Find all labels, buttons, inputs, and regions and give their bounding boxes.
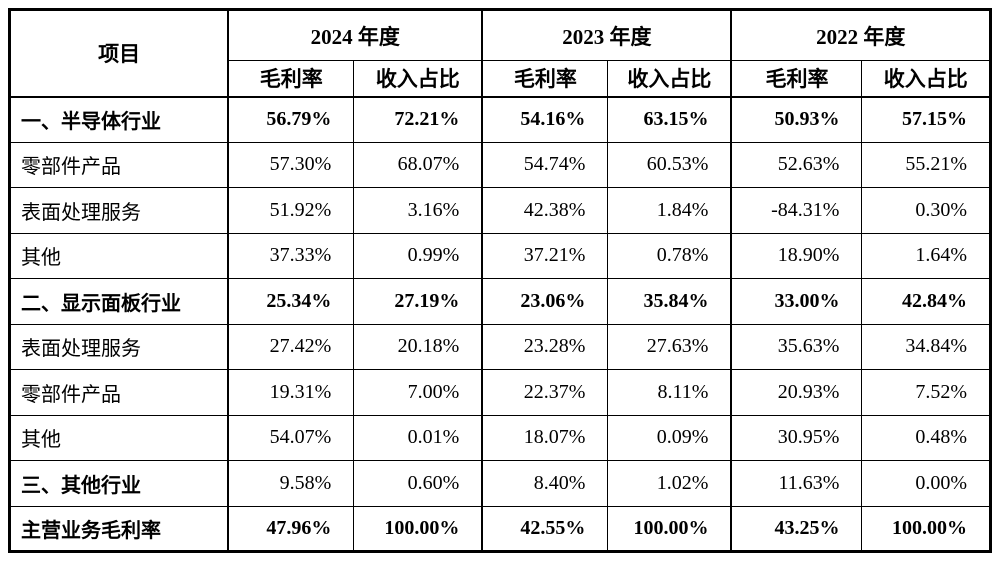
cell-value: 3.16% <box>353 187 483 234</box>
cell-value: 47.96% <box>227 505 355 552</box>
cell-value: 7.52% <box>861 369 991 416</box>
row-label: 零部件产品 <box>9 369 229 416</box>
header-share-2022: 收入占比 <box>861 60 991 97</box>
table-row-surface-treatment: 表面处理服务 27.42% 20.18% 23.28% 27.63% 35.63… <box>9 323 991 370</box>
cell-value: 8.40% <box>481 460 609 507</box>
header-year-row: 项目 2024 年度 2023 年度 2022 年度 <box>9 9 992 97</box>
cell-value: 43.25% <box>730 505 863 552</box>
row-label: 零部件产品 <box>9 141 229 188</box>
cell-value: 72.21% <box>353 95 483 143</box>
cell-value: 27.42% <box>227 323 355 370</box>
cell-value: 34.84% <box>861 323 991 370</box>
gross-margin-table: 项目 2024 年度 2023 年度 2022 年度 毛利率 收入占比 毛利率 … <box>8 8 992 553</box>
cell-value: 0.00% <box>861 460 991 507</box>
table-row-main-business-gross-margin: 主营业务毛利率 47.96% 100.00% 42.55% 100.00% 43… <box>9 505 991 552</box>
cell-value: 20.93% <box>730 369 863 416</box>
table-row-other: 其他 54.07% 0.01% 18.07% 0.09% 30.95% 0.48… <box>9 414 991 461</box>
cell-value: 60.53% <box>607 141 732 188</box>
cell-value: 42.84% <box>861 278 991 325</box>
table-row-semiconductor-industry: 一、半导体行业 56.79% 72.21% 54.16% 63.15% 50.9… <box>9 95 991 143</box>
header-year-2024: 2024 年度 <box>227 9 483 61</box>
table-row-other: 其他 37.33% 0.99% 37.21% 0.78% 18.90% 1.64… <box>9 232 991 279</box>
table-row-surface-treatment: 表面处理服务 51.92% 3.16% 42.38% 1.84% -84.31%… <box>9 187 991 234</box>
cell-value: 54.16% <box>481 95 609 143</box>
table-row-other-industry: 三、其他行业 9.58% 0.60% 8.40% 1.02% 11.63% 0.… <box>9 460 991 507</box>
cell-value: 1.84% <box>607 187 732 234</box>
cell-value: 25.34% <box>227 278 355 325</box>
header-item-column: 项目 <box>9 9 229 97</box>
cell-value: 23.06% <box>481 278 609 325</box>
cell-value: 100.00% <box>861 505 991 552</box>
cell-value: 0.01% <box>353 414 483 461</box>
cell-value: 0.99% <box>353 232 483 279</box>
row-label: 二、显示面板行业 <box>9 278 229 325</box>
cell-value: 1.64% <box>861 232 991 279</box>
cell-value: 100.00% <box>353 505 483 552</box>
table-row-components-products: 零部件产品 57.30% 68.07% 54.74% 60.53% 52.63%… <box>9 141 991 188</box>
cell-value: 9.58% <box>227 460 355 507</box>
cell-value: 42.38% <box>481 187 609 234</box>
header-year-2022: 2022 年度 <box>730 9 992 61</box>
cell-value: 7.00% <box>353 369 483 416</box>
cell-value: 22.37% <box>481 369 609 416</box>
cell-value: 51.92% <box>227 187 355 234</box>
table-body: 一、半导体行业 56.79% 72.21% 54.16% 63.15% 50.9… <box>9 95 991 552</box>
cell-value: 54.74% <box>481 141 609 188</box>
cell-value: 0.78% <box>607 232 732 279</box>
cell-value: 30.95% <box>730 414 863 461</box>
cell-value: 27.63% <box>607 323 732 370</box>
cell-value: 42.55% <box>481 505 609 552</box>
header-margin-2022: 毛利率 <box>730 60 863 97</box>
cell-value: 68.07% <box>353 141 483 188</box>
cell-value: 35.63% <box>730 323 863 370</box>
cell-value: 0.60% <box>353 460 483 507</box>
cell-value: 33.00% <box>730 278 863 325</box>
table-row-display-panel-industry: 二、显示面板行业 25.34% 27.19% 23.06% 35.84% 33.… <box>9 278 991 325</box>
header-share-2024: 收入占比 <box>353 60 483 97</box>
row-label: 其他 <box>9 414 229 461</box>
cell-value: 57.30% <box>227 141 355 188</box>
cell-value: 18.07% <box>481 414 609 461</box>
cell-value: 50.93% <box>730 95 863 143</box>
cell-value: 0.09% <box>607 414 732 461</box>
cell-value: 57.15% <box>861 95 991 143</box>
cell-value: 19.31% <box>227 369 355 416</box>
cell-value: 0.48% <box>861 414 991 461</box>
cell-value: 11.63% <box>730 460 863 507</box>
header-margin-2024: 毛利率 <box>227 60 355 97</box>
cell-value: 52.63% <box>730 141 863 188</box>
header-year-2023: 2023 年度 <box>481 9 732 61</box>
cell-value: 20.18% <box>353 323 483 370</box>
row-label: 主营业务毛利率 <box>9 505 229 552</box>
cell-value: 63.15% <box>607 95 732 143</box>
cell-value: 0.30% <box>861 187 991 234</box>
row-label: 一、半导体行业 <box>9 95 229 143</box>
header-share-2023: 收入占比 <box>607 60 732 97</box>
cell-value: 37.33% <box>227 232 355 279</box>
cell-value: 18.90% <box>730 232 863 279</box>
cell-value: 37.21% <box>481 232 609 279</box>
cell-value: 55.21% <box>861 141 991 188</box>
cell-value: 56.79% <box>227 95 355 143</box>
row-label: 三、其他行业 <box>9 460 229 507</box>
row-label: 其他 <box>9 232 229 279</box>
cell-value: -84.31% <box>730 187 863 234</box>
cell-value: 100.00% <box>607 505 732 552</box>
cell-value: 23.28% <box>481 323 609 370</box>
cell-value: 1.02% <box>607 460 732 507</box>
row-label: 表面处理服务 <box>9 323 229 370</box>
header-margin-2023: 毛利率 <box>481 60 609 97</box>
cell-value: 35.84% <box>607 278 732 325</box>
cell-value: 8.11% <box>607 369 732 416</box>
cell-value: 54.07% <box>227 414 355 461</box>
row-label: 表面处理服务 <box>9 187 229 234</box>
table-row-components-products: 零部件产品 19.31% 7.00% 22.37% 8.11% 20.93% 7… <box>9 369 991 416</box>
cell-value: 27.19% <box>353 278 483 325</box>
